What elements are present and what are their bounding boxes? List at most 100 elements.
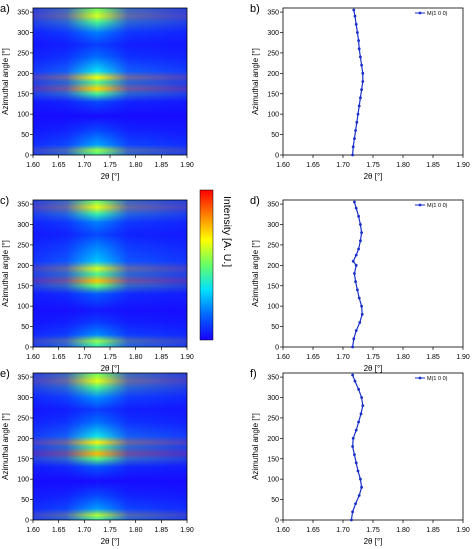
y-tick-label: 50	[21, 132, 29, 139]
data-point	[354, 461, 358, 465]
x-tick-label: 1.75	[103, 354, 117, 361]
x-tick-label: 1.80	[129, 354, 143, 361]
data-point	[357, 104, 361, 108]
data-point	[351, 373, 354, 377]
x-tick-label: 1.85	[155, 527, 169, 534]
y-axis-label: Azimuthal angle [°]	[1, 413, 10, 480]
y-tick-label: 250	[17, 50, 29, 57]
y-tick-label: 100	[17, 477, 29, 484]
x-tick-label: 1.75	[366, 354, 380, 361]
data-point	[359, 55, 362, 59]
y-tick-label: 300	[17, 395, 29, 402]
panel-b: b) 1.60 1.65 1.70 1.75 1.80 1.85 1.90 0 50 100 150 2…	[250, 3, 470, 181]
y-tick-label: 350	[267, 202, 279, 209]
data-point	[354, 22, 358, 26]
x-axis-label: 2θ [°]	[364, 364, 383, 373]
y-tick-label: 50	[271, 497, 279, 504]
x-tick-label: 1.85	[426, 354, 440, 361]
data-point	[353, 453, 356, 457]
data-point	[356, 31, 359, 34]
plot-frame	[282, 199, 464, 348]
data-point	[357, 47, 361, 51]
x-tick-label: 1.75	[103, 527, 117, 534]
data-point	[359, 223, 362, 226]
y-tick-label: 300	[17, 30, 29, 37]
data-point	[360, 63, 363, 67]
x-tick-label: 1.90	[180, 354, 194, 361]
data-point	[353, 200, 356, 204]
y-tick-label: 150	[17, 91, 29, 98]
legend-label: M(1 0 0)	[427, 203, 448, 209]
x-axis-label: 2θ [°]	[364, 537, 383, 546]
data-point	[361, 71, 365, 75]
y-tick-label: 100	[267, 304, 279, 311]
x-tick-label: 1.85	[155, 354, 169, 361]
data-point	[360, 88, 363, 92]
data-point	[361, 80, 365, 83]
data-point	[352, 8, 356, 12]
x-axis-label: 2θ [°]	[101, 537, 120, 546]
data-point	[351, 436, 355, 440]
x-tick-label: 1.70	[78, 527, 92, 534]
data-point	[355, 120, 359, 124]
y-tick-label: 350	[267, 375, 279, 382]
x-tick-label: 1.80	[129, 162, 143, 169]
data-point	[353, 14, 357, 18]
data-point	[350, 518, 353, 522]
x-tick-label: 1.90	[456, 527, 470, 534]
data-point	[351, 345, 354, 349]
data-point	[357, 387, 360, 391]
data-point	[356, 112, 360, 116]
data-point	[359, 96, 362, 100]
y-tick-label: 250	[17, 242, 29, 249]
y-tick-label: 350	[17, 10, 29, 17]
data-point	[357, 39, 360, 43]
x-tick-label: 1.65	[52, 527, 66, 534]
x-tick-label: 1.80	[396, 527, 410, 534]
y-tick-label: 200	[267, 436, 279, 443]
x-tick-label: 1.70	[78, 162, 92, 169]
data-point	[357, 494, 361, 497]
data-point	[360, 231, 363, 235]
y-axis-label: Azimuthal angle [°]	[251, 413, 260, 480]
data-point	[359, 412, 363, 416]
x-tick-label: 1.80	[129, 527, 143, 534]
y-tick-label: 0	[25, 345, 29, 352]
panel-e: e) 1.60 1.65 1.70 1.75 1.80 1.85 1.90 0 50 100 150 2…	[0, 368, 194, 546]
y-axis-label: Azimuthal angle [°]	[251, 48, 260, 115]
x-tick-label: 1.60	[276, 354, 290, 361]
data-point	[354, 253, 358, 257]
x-tick-label: 1.65	[306, 162, 320, 169]
legend-marker	[418, 376, 422, 380]
y-tick-label: 200	[17, 436, 29, 443]
data-point	[351, 445, 354, 448]
x-axis-label: 2θ [°]	[101, 172, 120, 181]
data-point	[360, 304, 363, 308]
x-tick-label: 1.90	[180, 162, 194, 169]
y-tick-label: 100	[17, 112, 29, 119]
x-tick-label: 1.80	[396, 162, 410, 169]
y-axis-label: Azimuthal angle [°]	[1, 240, 10, 307]
data-point	[356, 288, 359, 292]
data-point	[353, 272, 356, 275]
colorbar: Intensity [A. U.]	[199, 189, 233, 341]
x-tick-label: 1.60	[26, 162, 40, 169]
y-tick-label: 150	[267, 91, 279, 98]
x-tick-label: 1.70	[336, 527, 350, 534]
data-point	[354, 263, 358, 267]
y-tick-label: 350	[17, 202, 29, 209]
data-point	[351, 259, 355, 263]
y-tick-label: 300	[267, 395, 279, 402]
panel-label: d)	[250, 195, 260, 207]
data-point	[351, 153, 354, 157]
data-point	[357, 420, 360, 424]
y-tick-label: 300	[267, 222, 279, 229]
data-point	[361, 404, 365, 408]
data-point	[357, 296, 361, 300]
data-point	[354, 129, 357, 132]
legend-marker	[418, 11, 422, 15]
x-tick-label: 1.60	[276, 162, 290, 169]
y-tick-label: 300	[17, 222, 29, 229]
y-tick-label: 350	[17, 375, 29, 382]
data-point	[357, 247, 360, 251]
